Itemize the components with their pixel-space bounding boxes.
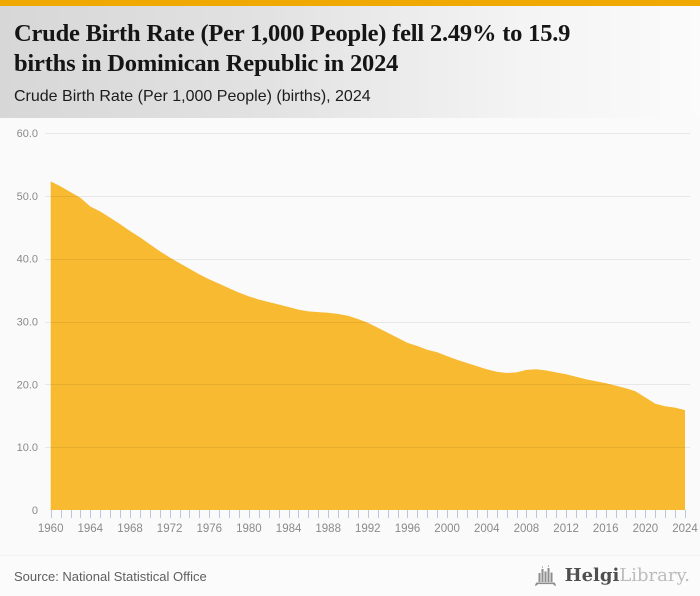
- svg-text:1988: 1988: [315, 523, 341, 535]
- svg-text:20.0: 20.0: [17, 379, 38, 391]
- svg-text:2012: 2012: [553, 523, 579, 535]
- brand-secondary: Library.: [619, 565, 690, 586]
- svg-text:1980: 1980: [236, 523, 262, 535]
- page-title-line-2: births in Dominican Republic in 2024: [14, 49, 399, 77]
- svg-text:50.0: 50.0: [17, 191, 38, 203]
- source-text: Source: National Statistical Office: [14, 568, 207, 584]
- helgi-logo-icon: [534, 565, 556, 586]
- svg-text:1964: 1964: [78, 523, 104, 535]
- svg-text:2000: 2000: [434, 523, 460, 535]
- page-title-line-1: Crude Birth Rate (Per 1,000 People) fell…: [14, 20, 571, 47]
- accent-bar: [0, 0, 700, 6]
- x-axis-ticks: [51, 510, 686, 518]
- birth-rate-area-chart: 1960 1964 1968 1972 1976 1980 1984 1988 1992 1996…: [17, 128, 699, 535]
- svg-text:2008: 2008: [514, 523, 540, 535]
- svg-text:0: 0: [32, 505, 38, 517]
- svg-text:1960: 1960: [38, 523, 64, 535]
- svg-text:2024: 2024: [672, 523, 698, 535]
- chart-region: 1960 1964 1968 1972 1976 1980 1984 1988 1992 1996…: [0, 118, 700, 555]
- x-axis-labels: 1960 1964 1968 1972 1976 1980 1984 1988 1992 1996…: [38, 523, 698, 535]
- helgi-library-logo: HelgiLibrary.: [534, 565, 690, 587]
- svg-text:40.0: 40.0: [17, 254, 38, 266]
- svg-text:30.0: 30.0: [17, 317, 38, 329]
- gridlines: [45, 133, 690, 448]
- brand-primary: Helgi: [564, 565, 620, 586]
- svg-text:1976: 1976: [197, 523, 223, 535]
- footer: Source: National Statistical Office Helg…: [0, 555, 700, 596]
- svg-text:1968: 1968: [117, 523, 143, 535]
- area-series: [50, 181, 685, 510]
- svg-text:1984: 1984: [276, 523, 302, 535]
- svg-text:10.0: 10.0: [17, 442, 38, 454]
- y-axis-labels: 0 10.0 20.0 30.0 40.0 50.0 60.0: [17, 128, 38, 517]
- svg-text:60.0: 60.0: [17, 128, 38, 140]
- svg-text:1996: 1996: [395, 523, 421, 535]
- svg-text:2016: 2016: [593, 523, 619, 535]
- header: Crude Birth Rate (Per 1,000 People) fell…: [0, 6, 700, 118]
- svg-text:2020: 2020: [633, 523, 659, 535]
- svg-text:1992: 1992: [355, 523, 381, 535]
- svg-text:1972: 1972: [157, 523, 183, 535]
- svg-text:2004: 2004: [474, 523, 500, 535]
- page-subtitle: Crude Birth Rate (Per 1,000 People) (bir…: [14, 87, 371, 105]
- page-title: Crude Birth Rate (Per 1,000 People) fell…: [14, 19, 680, 79]
- helgi-logo-text: HelgiLibrary.: [565, 567, 690, 585]
